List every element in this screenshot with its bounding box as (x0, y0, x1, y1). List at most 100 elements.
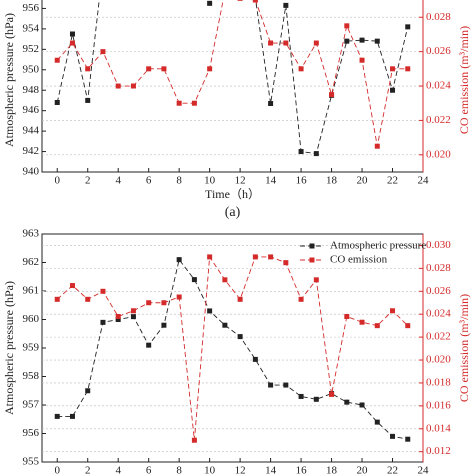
point (130, 83, 136, 89)
point (359, 37, 365, 43)
y-tick-label: 958 (23, 370, 40, 382)
point (85, 388, 91, 394)
point (54, 99, 60, 105)
point (374, 323, 380, 329)
y2-tick-label: 0.020 (426, 354, 451, 366)
point (237, 0, 243, 1)
point (54, 57, 60, 63)
x-tick-label: 12 (235, 175, 246, 187)
x-tick-label: 6 (146, 465, 152, 474)
y2-tick-label: 0.024 (426, 308, 451, 320)
point (100, 288, 106, 294)
y-tick-label: 944 (23, 125, 40, 137)
y2-tick-label: 0.024 (426, 80, 451, 92)
y2-tick-label: 0.012 (426, 445, 451, 457)
point (344, 313, 350, 319)
point (298, 66, 304, 72)
legend-marker (309, 257, 315, 263)
x-tick-label: 12 (235, 465, 246, 474)
x-tick-label: 20 (357, 175, 369, 187)
point (405, 66, 411, 72)
point (176, 100, 182, 106)
point (359, 402, 365, 408)
x-tick-label: 22 (387, 175, 398, 187)
point (298, 296, 304, 302)
y-tick-label: 959 (23, 342, 40, 354)
point (268, 254, 274, 260)
x-tick-label: 0 (54, 465, 60, 474)
point (283, 382, 289, 388)
y-tick-label: 956 (23, 427, 40, 439)
y2-tick-label: 0.026 (426, 285, 451, 297)
y-tick-label: 950 (23, 63, 40, 75)
y2-axis-label: CO emission (m³/min) (457, 26, 471, 134)
point (405, 24, 411, 30)
point (161, 66, 167, 72)
point (85, 97, 91, 103)
point (130, 308, 136, 314)
x-tick-label: 24 (418, 175, 430, 187)
y2-tick-label: 0.026 (426, 45, 451, 57)
y-tick-label: 942 (23, 145, 40, 157)
point (313, 277, 319, 283)
point (69, 283, 75, 289)
point (69, 413, 75, 419)
y-tick-label: 946 (23, 104, 40, 116)
y-tick-label: 956 (23, 2, 40, 14)
y2-tick-label: 0.028 (426, 262, 451, 274)
x-tick-label: 20 (357, 465, 369, 474)
point (161, 322, 167, 328)
y2-tick-label: 0.016 (426, 399, 451, 411)
y-tick-label: 957 (23, 399, 40, 411)
point (115, 317, 121, 322)
y2-tick-label: 0.020 (426, 148, 451, 160)
y-axis-label: Atmospheric pressure (hPa) (2, 13, 16, 147)
point (374, 38, 380, 44)
point (252, 356, 258, 362)
x-tick-label: 2 (85, 465, 91, 474)
plot-area (54, 0, 411, 157)
x-tick-label: 4 (115, 465, 121, 474)
point (85, 296, 91, 302)
point (390, 87, 396, 93)
point (191, 277, 197, 283)
x-tick-label: 18 (326, 465, 338, 474)
series-line (56, 255, 409, 441)
point (207, 254, 213, 260)
point (405, 436, 411, 442)
series-line (56, 0, 408, 147)
x-tick-label: 14 (265, 175, 277, 187)
y2-tick-label: 0.014 (426, 422, 451, 434)
x-tick-label: 8 (176, 175, 182, 187)
legend-label: CO emission (330, 254, 388, 266)
x-tick-label: 22 (387, 465, 398, 474)
point (268, 40, 274, 46)
point (283, 260, 289, 266)
point (191, 437, 197, 443)
series-line (56, 0, 409, 155)
point (176, 257, 182, 263)
y-tick-label: 960 (23, 313, 40, 325)
point (268, 101, 274, 107)
point (405, 323, 411, 329)
point (85, 66, 91, 72)
x-tick-label: 0 (54, 175, 60, 187)
point (161, 300, 167, 306)
y2-tick-label: 0.030 (426, 239, 451, 251)
point (359, 57, 365, 63)
plot-area (54, 254, 411, 443)
point (207, 308, 213, 314)
y2-axis-label: CO emission (m³/min) (457, 294, 471, 402)
point (176, 294, 182, 300)
y-tick-label: 961 (23, 285, 40, 297)
point (390, 66, 396, 72)
point (100, 319, 106, 325)
point (54, 296, 60, 302)
point (100, 49, 106, 55)
point (344, 23, 350, 29)
panel-label: (a) (225, 205, 241, 220)
point (390, 308, 396, 314)
series-line (57, 258, 408, 440)
y-tick-label: 948 (23, 84, 40, 96)
